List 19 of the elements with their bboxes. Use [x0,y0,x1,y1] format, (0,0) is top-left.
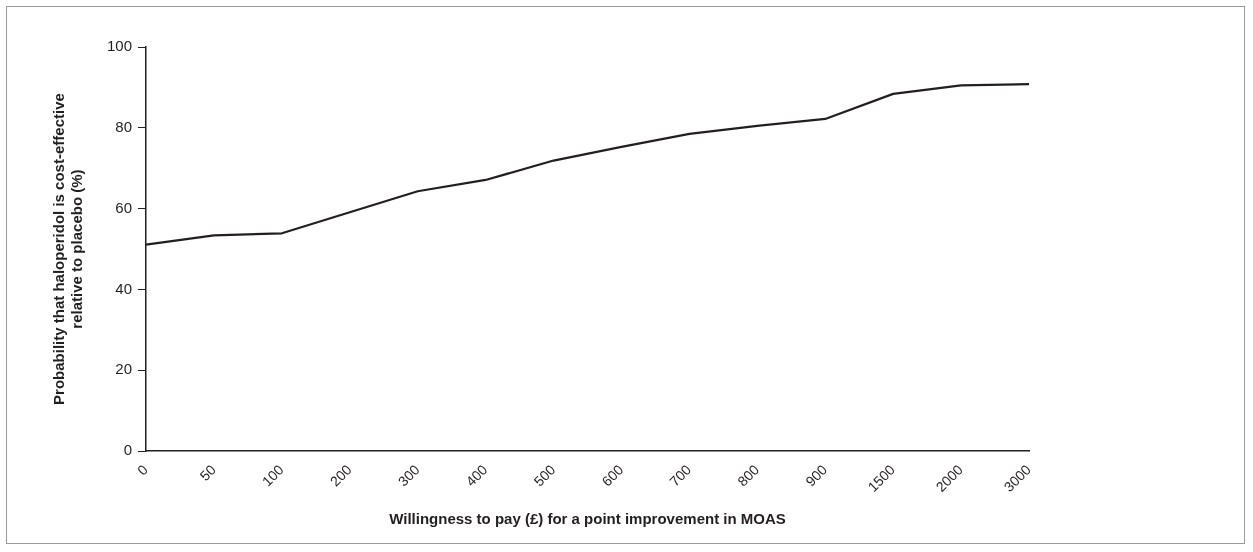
x-tick-label: 200 [326,461,355,490]
x-axis-title: Willingness to pay (£) for a point improvement in MOAS [389,510,786,528]
x-tick-label: 900 [802,461,831,490]
y-tick-label: 60 [115,198,133,216]
x-tick-label: 500 [530,461,559,490]
y-tick-label: 20 [115,360,133,378]
x-tick-label: 0 [134,461,152,479]
y-tick-label: 80 [115,117,133,135]
x-tick-label: 700 [666,461,695,490]
x-tick-label: 300 [394,461,423,490]
y-axis-title: Probability that haloperidol is cost-effective relative to placebo (%) [50,93,86,405]
x-tick-label: 800 [734,461,763,490]
y-tick-label: 40 [115,279,133,297]
x-tick-label: 100 [258,461,287,490]
x-tick-label: 400 [462,461,491,490]
y-tick-label: 0 [123,441,133,459]
x-tick-label: 50 [196,461,219,484]
x-tick-label: 600 [598,461,627,490]
y-tick-label: 100 [107,37,133,55]
